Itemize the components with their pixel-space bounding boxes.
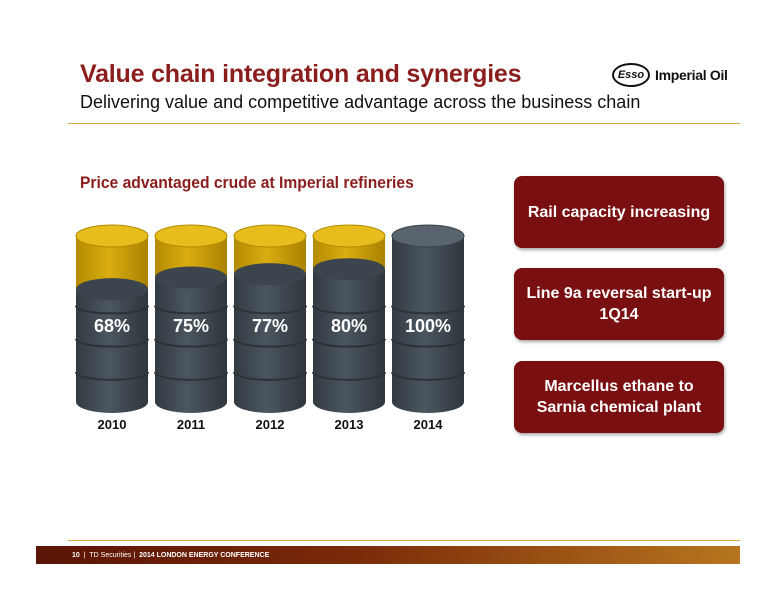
category-label-2010: 2010 — [98, 417, 127, 432]
value-label-2012: 77% — [252, 316, 288, 336]
barrel-2013-hoop-3 — [312, 371, 386, 381]
header-divider — [68, 123, 740, 124]
footer-source: TD Securities — [89, 551, 132, 559]
value-label-2013: 80% — [331, 316, 367, 336]
barrel-2014-hoop-2 — [391, 338, 465, 348]
barrel-2012-hoop-2 — [233, 338, 307, 348]
value-label-2010: 68% — [94, 316, 130, 336]
barrel-2010-hoop-1 — [75, 305, 149, 315]
company-name: Imperial Oil — [655, 67, 728, 83]
barrel-2010-hoop-2 — [75, 338, 149, 348]
imperial-oil-logo: Esso Imperial Oil — [612, 62, 728, 88]
barrel-2012-level — [234, 263, 306, 286]
callout-marcellus-ethane: Marcellus ethane to Sarnia chemical plan… — [514, 361, 724, 433]
page-title: Value chain integration and synergies — [80, 60, 522, 88]
barrel-2011-hoop-2 — [154, 338, 228, 348]
esso-logo-icon: Esso — [612, 63, 650, 87]
barrel-2014-hoop-1 — [391, 305, 465, 315]
barrel-2011-hoop-3 — [154, 371, 228, 381]
barrel-2011-lid — [154, 224, 228, 248]
value-label-2011: 75% — [173, 316, 209, 336]
chart-title: Price advantaged crude at Imperial refin… — [80, 173, 414, 192]
category-label-2014: 2014 — [414, 417, 444, 432]
page-subtitle: Delivering value and competitive advanta… — [80, 92, 641, 112]
barrel-2012-hoop-1 — [233, 305, 307, 315]
barrel-2013-lid — [312, 224, 386, 248]
barrel-2011-level — [155, 266, 227, 289]
footer-separator: | — [79, 551, 90, 559]
footer-bar: 10 | TD Securities | 2014 LONDON ENERGY … — [36, 546, 740, 564]
barrel-2010-hoop-3 — [75, 371, 149, 381]
barrel-2014-hoop-3 — [391, 371, 465, 381]
barrel-2012-lid — [233, 224, 307, 248]
barrel-2013-level — [313, 258, 385, 281]
page-number: 10 — [72, 551, 80, 559]
barrel-2013-value — [313, 269, 385, 413]
barrel-2012-hoop-3 — [233, 371, 307, 381]
value-label-2014: 100% — [405, 316, 451, 336]
footer-event: 2014 LONDON ENERGY CONFERENCE — [139, 551, 270, 559]
callout-line-9a-reversal: Line 9a reversal start-up 1Q14 — [514, 268, 724, 340]
barrel-2011-hoop-1 — [154, 305, 228, 315]
barrel-2014-lid — [391, 224, 465, 248]
barrel-2010-level — [76, 278, 148, 301]
barrel-2013-hoop-1 — [312, 305, 386, 315]
barrel-2010-lid — [75, 224, 149, 248]
footer-divider — [68, 540, 740, 541]
footer-separator: | — [131, 551, 140, 559]
category-label-2011: 2011 — [177, 417, 205, 432]
barrel-2013-hoop-2 — [312, 338, 386, 348]
barrel-2014-value — [392, 236, 464, 413]
category-label-2012: 2012 — [256, 417, 285, 432]
callout-rail-capacity: Rail capacity increasing — [514, 176, 724, 248]
category-label-2013: 2013 — [335, 417, 364, 432]
barrel-2010-value — [76, 289, 148, 413]
